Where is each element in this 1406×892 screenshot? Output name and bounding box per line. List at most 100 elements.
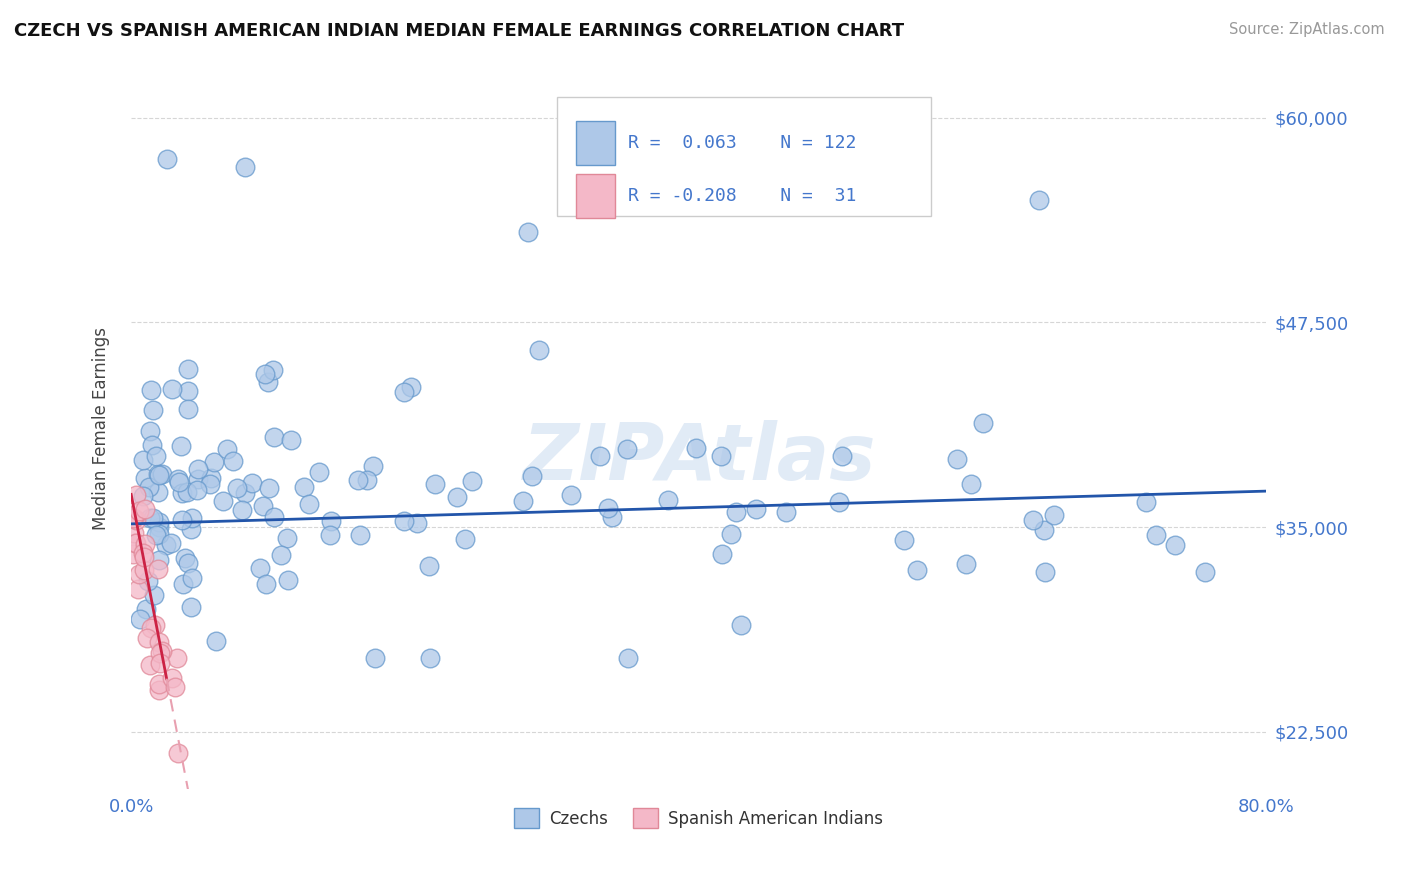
Point — [263, 430, 285, 444]
Point — [146, 562, 169, 576]
Point — [132, 563, 155, 577]
Point — [124, 488, 146, 502]
Point — [136, 631, 159, 645]
Point — [139, 383, 162, 397]
Point — [212, 493, 235, 508]
Point — [226, 482, 249, 496]
Point — [517, 225, 540, 239]
Legend: Czechs, Spanish American Indians: Czechs, Spanish American Indians — [508, 801, 890, 835]
Point — [529, 343, 551, 358]
Point — [148, 677, 170, 691]
Point — [166, 747, 188, 761]
Point — [724, 505, 747, 519]
Point — [215, 442, 238, 456]
Point — [149, 646, 172, 660]
Text: Source: ZipAtlas.com: Source: ZipAtlas.com — [1229, 22, 1385, 37]
Point — [145, 449, 167, 463]
Point — [319, 514, 342, 528]
Point — [127, 582, 149, 596]
Point — [177, 402, 200, 417]
Point — [1144, 528, 1167, 542]
Point — [139, 657, 162, 672]
Point — [167, 475, 190, 489]
Point — [270, 548, 292, 562]
FancyBboxPatch shape — [576, 121, 614, 165]
Point — [616, 651, 638, 665]
Point — [186, 483, 208, 498]
Point — [150, 644, 173, 658]
Point — [589, 450, 612, 464]
Point — [730, 618, 752, 632]
Point — [177, 384, 200, 398]
Point — [392, 384, 415, 399]
Point — [187, 472, 209, 486]
Point — [156, 152, 179, 166]
Text: CZECH VS SPANISH AMERICAN INDIAN MEDIAN FEMALE EARNINGS CORRELATION CHART: CZECH VS SPANISH AMERICAN INDIAN MEDIAN … — [14, 22, 904, 40]
Point — [231, 503, 253, 517]
Point — [240, 476, 263, 491]
Point — [454, 533, 477, 547]
Point — [399, 380, 422, 394]
Point — [259, 481, 281, 495]
Point — [349, 528, 371, 542]
Text: R = -0.208    N =  31: R = -0.208 N = 31 — [628, 187, 856, 205]
Point — [1028, 193, 1050, 207]
Point — [745, 501, 768, 516]
Point — [134, 471, 156, 485]
Point — [446, 490, 468, 504]
Point — [461, 475, 484, 489]
Point — [1033, 523, 1056, 537]
Point — [145, 528, 167, 542]
Point — [148, 635, 170, 649]
Point — [148, 527, 170, 541]
Point — [134, 550, 156, 565]
Point — [132, 546, 155, 560]
Point — [600, 509, 623, 524]
Point — [1135, 495, 1157, 509]
Point — [124, 536, 146, 550]
Point — [181, 571, 204, 585]
Point — [596, 500, 619, 515]
Point — [1022, 513, 1045, 527]
Point — [364, 651, 387, 665]
Point — [318, 528, 340, 542]
Point — [177, 556, 200, 570]
Point — [150, 467, 173, 481]
Y-axis label: Median Female Earnings: Median Female Earnings — [93, 327, 110, 531]
Point — [172, 576, 194, 591]
Point — [155, 538, 177, 552]
Point — [1043, 508, 1066, 522]
Point — [172, 513, 194, 527]
Point — [122, 526, 145, 541]
Point — [418, 559, 440, 574]
Point — [141, 437, 163, 451]
Point — [148, 520, 170, 534]
Point — [276, 531, 298, 545]
Point — [180, 599, 202, 614]
Point — [711, 547, 734, 561]
Point — [176, 485, 198, 500]
Point — [132, 452, 155, 467]
Point — [955, 558, 977, 572]
Point — [262, 362, 284, 376]
Point — [148, 515, 170, 529]
Point — [180, 522, 202, 536]
Point — [893, 533, 915, 547]
Point — [177, 362, 200, 376]
Point — [560, 488, 582, 502]
Point — [173, 551, 195, 566]
Point — [254, 577, 277, 591]
Point — [233, 160, 256, 174]
Point — [160, 536, 183, 550]
Point — [142, 403, 165, 417]
Point — [256, 375, 278, 389]
Point — [709, 450, 731, 464]
Point — [960, 477, 983, 491]
Point — [187, 462, 209, 476]
Point — [831, 449, 853, 463]
FancyBboxPatch shape — [557, 97, 931, 216]
Point — [148, 553, 170, 567]
Point — [1033, 565, 1056, 579]
Point — [308, 465, 330, 479]
Point — [361, 458, 384, 473]
